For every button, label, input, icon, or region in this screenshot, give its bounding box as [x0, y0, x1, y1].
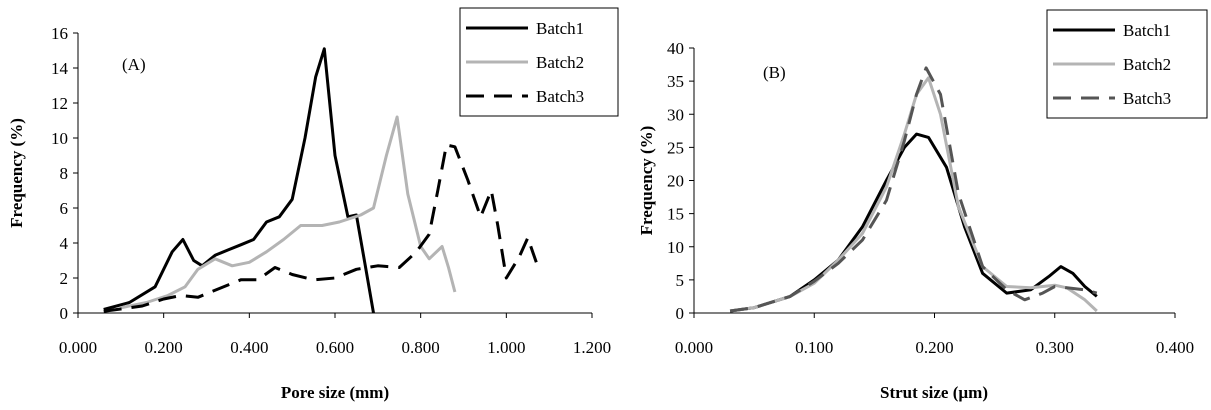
x-tick-label: 0.100 — [795, 338, 833, 357]
legend-label: Batch3 — [1123, 89, 1171, 108]
y-tick-label: 35 — [667, 72, 684, 91]
chart-panel-a: 0 2 4 6 8 10 12 14 16 0.000 0.200 0.400 0.600 0.800 1.… — [7, 7, 619, 402]
legend-label: Batch3 — [536, 87, 584, 106]
legend-label: Batch2 — [536, 53, 584, 72]
y-tick-label: 6 — [60, 199, 69, 218]
legend: Batch1 Batch2 Batch3 — [1046, 9, 1208, 119]
x-tick-label: 0.000 — [59, 338, 97, 357]
x-tick-label: 0.200 — [915, 338, 953, 357]
series-line-batch1 — [729, 132, 1098, 313]
y-axis-title: Frequency (%) — [7, 118, 26, 228]
y-tick-label: 0 — [676, 304, 685, 323]
x-axis-title: Pore size (mm) — [281, 383, 389, 402]
x-tick-label: 1.200 — [573, 338, 611, 357]
legend-box — [459, 7, 619, 117]
x-tick-label: 0.400 — [1156, 338, 1194, 357]
y-tick-label: 25 — [667, 138, 684, 157]
panel-label: (A) — [122, 55, 146, 74]
series-line-batch3 — [729, 66, 1098, 313]
legend: Batch1 Batch2 Batch3 — [459, 7, 619, 117]
y-tick-label: 20 — [667, 172, 684, 191]
y-tick-label: 5 — [676, 271, 685, 290]
x-axis-title: Strut size (µm) — [880, 383, 988, 402]
y-tick-label: 16 — [51, 24, 68, 43]
x-tick-label: 0.400 — [230, 338, 268, 357]
y-axis-title: Frequency (%) — [637, 126, 656, 236]
x-tick-label: 0.800 — [402, 338, 440, 357]
x-tick-label: 0.200 — [145, 338, 183, 357]
legend-label: Batch2 — [1123, 55, 1171, 74]
y-tick-label: 0 — [60, 304, 69, 323]
series-line-batch2 — [729, 76, 1098, 313]
y-tick-label: 8 — [60, 164, 69, 183]
series-line-batch1 — [103, 47, 375, 314]
y-tick-label: 14 — [51, 59, 69, 78]
x-tick-label: 0.000 — [675, 338, 713, 357]
y-tick-label: 2 — [60, 269, 69, 288]
x-tick-label: 1.000 — [487, 338, 525, 357]
legend-label: Batch1 — [1123, 21, 1171, 40]
y-tick-label: 10 — [667, 238, 684, 257]
panel-label: (B) — [763, 63, 786, 82]
chart-panel-b: 0 5 10 15 20 25 30 35 40 0.000 0.100 0.200 0.300 0.40… — [637, 9, 1208, 402]
y-tick-label: 10 — [51, 129, 68, 148]
y-tick-label: 40 — [667, 39, 684, 58]
y-tick-label: 30 — [667, 105, 684, 124]
y-tick-label: 15 — [667, 205, 684, 224]
legend-label: Batch1 — [536, 19, 584, 38]
x-tick-label: 0.600 — [316, 338, 354, 357]
x-tick-label: 0.300 — [1036, 338, 1074, 357]
series-line-batch3 — [103, 143, 538, 313]
y-tick-label: 12 — [51, 94, 68, 113]
series-line-batch2 — [120, 115, 457, 310]
y-tick-label: 4 — [60, 234, 69, 253]
